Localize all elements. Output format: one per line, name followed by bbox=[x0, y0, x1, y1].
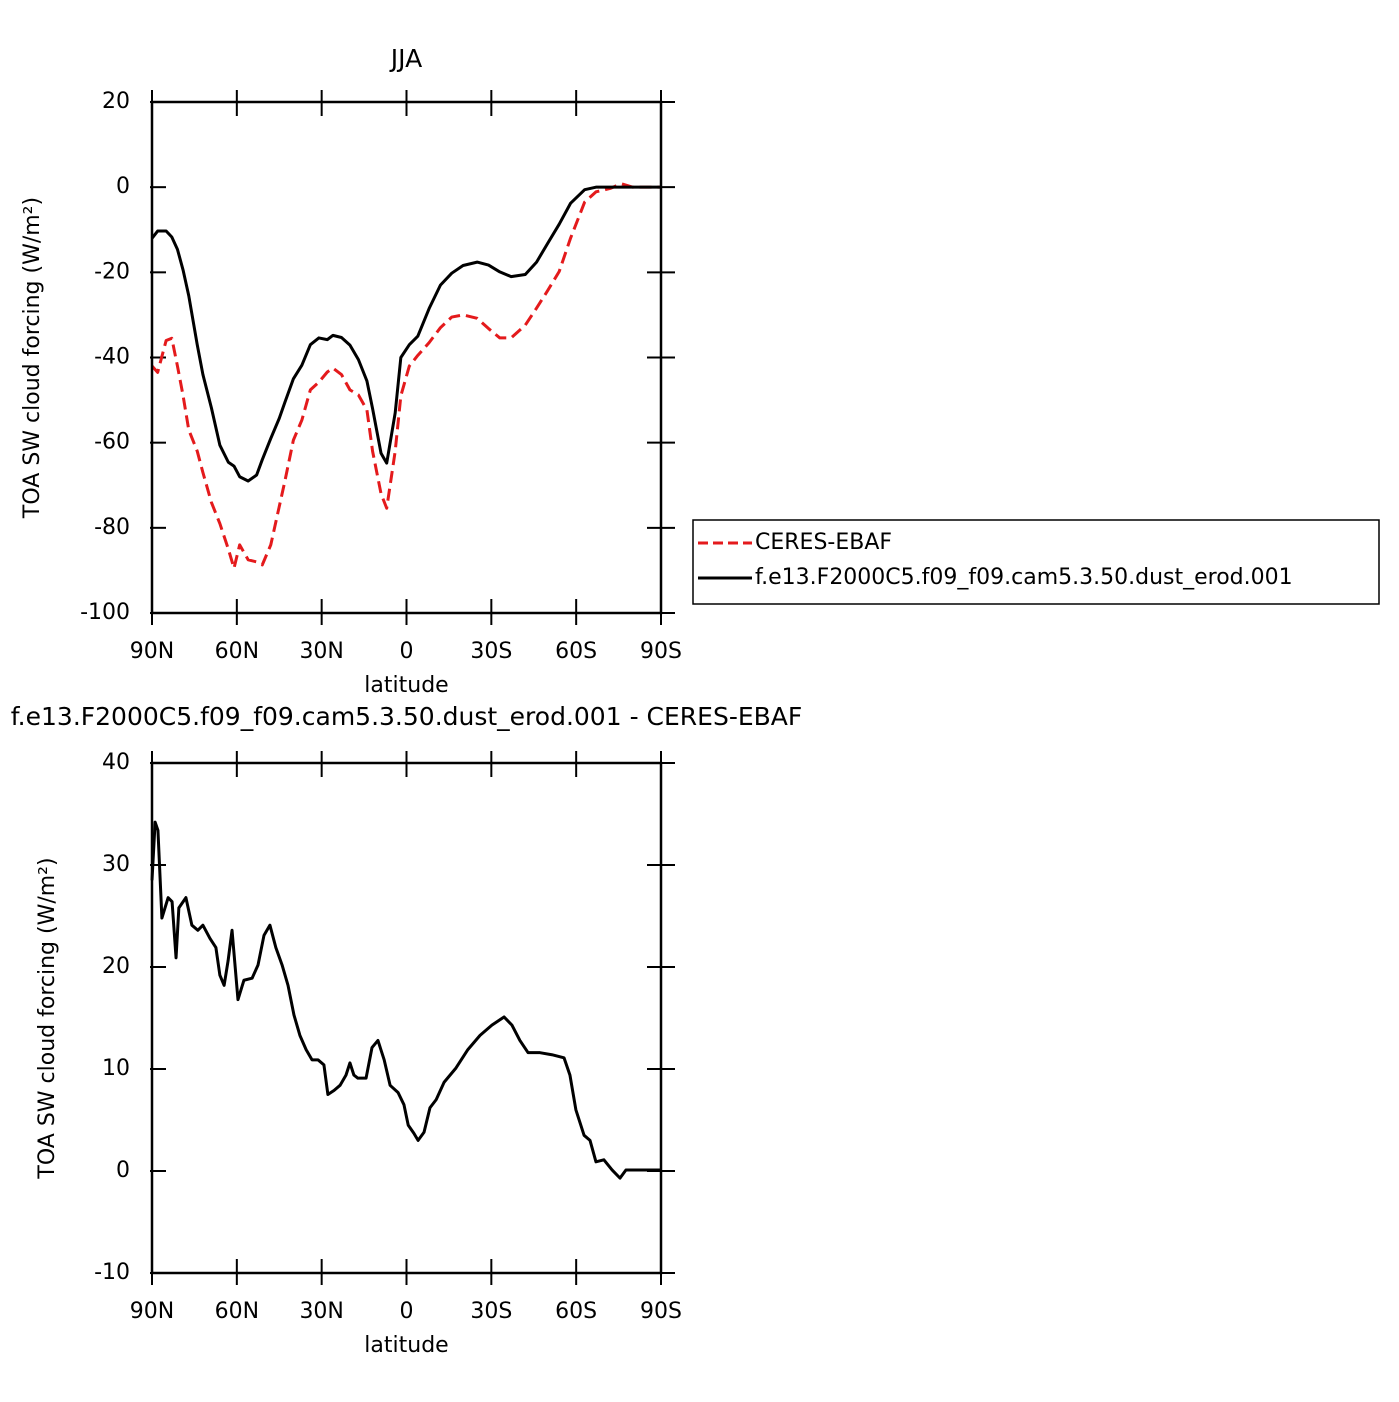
y-tick-label: 0 bbox=[116, 1158, 130, 1183]
y-axis-label: TOA SW cloud forcing (W/m²) bbox=[35, 857, 60, 1179]
data-line bbox=[150, 182, 661, 570]
y-tick-label: 20 bbox=[102, 954, 130, 979]
x-tick-label: 60N bbox=[215, 1299, 259, 1324]
chart-panel: f.e13.F2000C5.f09_f09.cam5.3.50.dust_ero… bbox=[11, 702, 803, 1358]
y-tick-label: 30 bbox=[102, 852, 130, 877]
x-tick-label: 0 bbox=[400, 639, 414, 664]
x-tick-label: 30N bbox=[299, 639, 343, 664]
y-axis-label: TOA SW cloud forcing (W/m²) bbox=[20, 197, 45, 519]
y-tick-label: 0 bbox=[116, 174, 130, 199]
x-tick-label: 60S bbox=[555, 639, 597, 664]
x-tick-label: 30S bbox=[470, 1299, 512, 1324]
x-tick-label: 90S bbox=[640, 639, 682, 664]
x-tick-label: 90N bbox=[130, 1299, 174, 1324]
plot-frame bbox=[150, 100, 663, 615]
legend-label: f.e13.F2000C5.f09_f09.cam5.3.50.dust_ero… bbox=[755, 565, 1293, 590]
x-axis-label: latitude bbox=[364, 673, 448, 698]
y-tick-label: 10 bbox=[102, 1056, 130, 1081]
y-tick-label: -60 bbox=[94, 430, 130, 455]
x-tick-label: 30S bbox=[470, 639, 512, 664]
x-tick-label: 60N bbox=[215, 639, 259, 664]
y-tick-label: -80 bbox=[94, 515, 130, 540]
y-tick-label: -20 bbox=[94, 259, 130, 284]
y-tick-label: 40 bbox=[102, 750, 130, 775]
y-tick-label: -10 bbox=[94, 1260, 130, 1285]
chart-title: JJA bbox=[389, 44, 422, 73]
legend-box bbox=[692, 519, 1380, 605]
y-tick-label: -40 bbox=[94, 345, 130, 370]
chart-title: f.e13.F2000C5.f09_f09.cam5.3.50.dust_ero… bbox=[11, 702, 803, 731]
data-line bbox=[150, 185, 661, 483]
x-tick-label: 90N bbox=[130, 639, 174, 664]
x-tick-label: 90S bbox=[640, 1299, 682, 1324]
plot-frame bbox=[150, 761, 663, 1275]
x-tick-label: 30N bbox=[299, 1299, 343, 1324]
legend-label: CERES-EBAF bbox=[755, 530, 892, 555]
x-tick-label: 60S bbox=[555, 1299, 597, 1324]
chart-panel: JJA latitude TOA SW cloud forcing (W/m²) -1… bbox=[20, 44, 1380, 698]
x-axis-label: latitude bbox=[364, 1333, 448, 1358]
data-line bbox=[150, 820, 661, 1180]
y-tick-label: 20 bbox=[102, 89, 130, 114]
x-tick-label: 0 bbox=[400, 1299, 414, 1324]
y-tick-label: -100 bbox=[80, 600, 130, 625]
